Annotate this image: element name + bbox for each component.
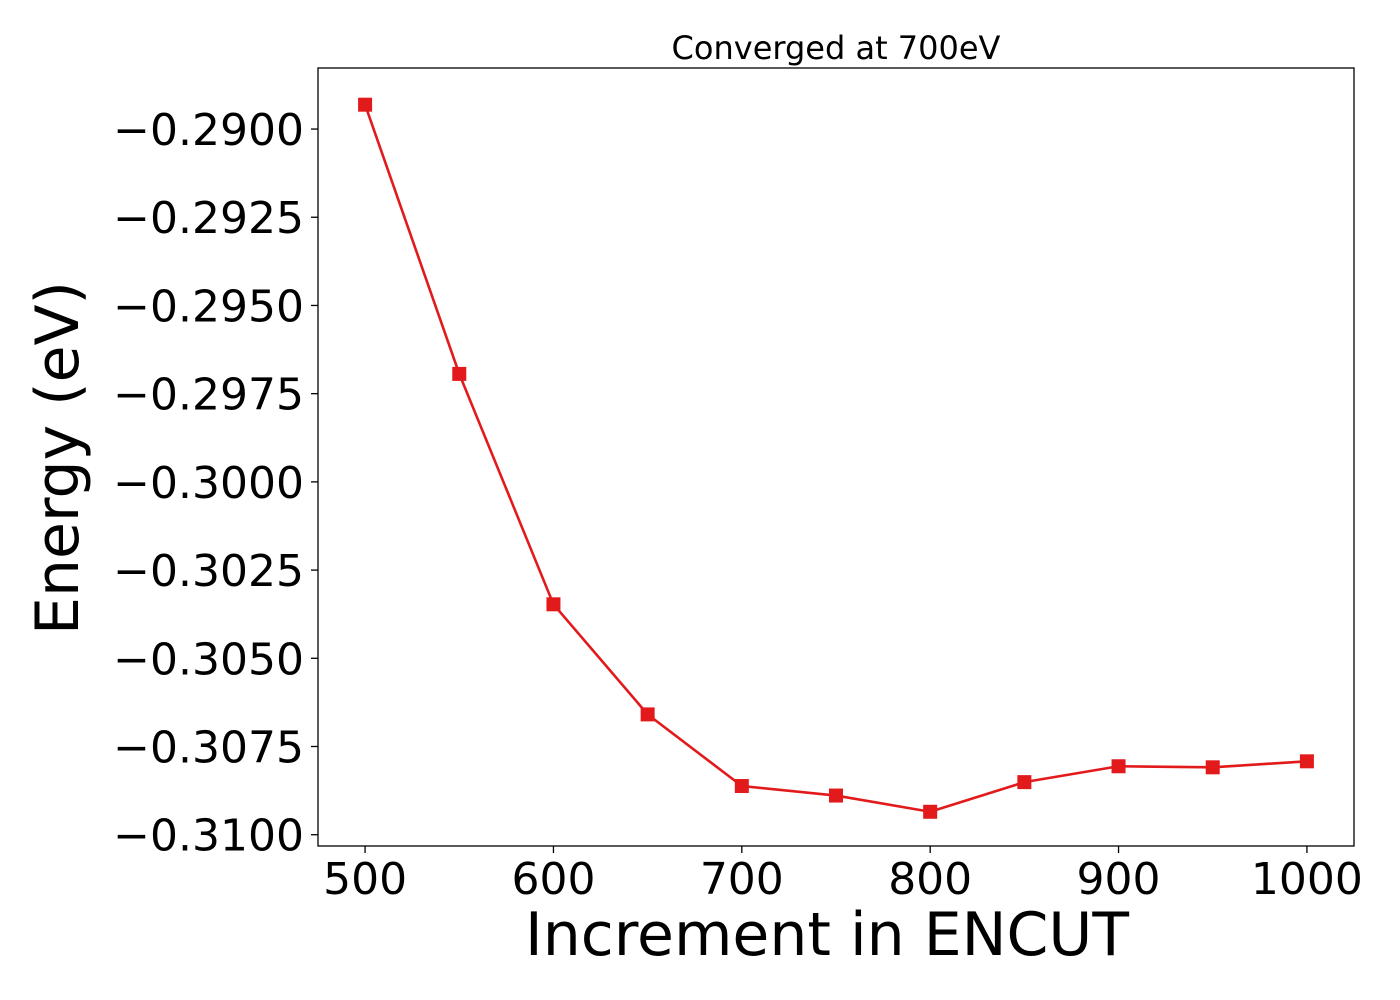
- data-point-marker: [1111, 759, 1126, 774]
- y-tick-label: −0.3050: [113, 634, 304, 685]
- y-tick-label: −0.2975: [113, 370, 304, 421]
- y-tick-label: −0.2900: [113, 105, 304, 156]
- x-tick-label: 700: [700, 854, 784, 905]
- x-tick-label: 600: [511, 854, 595, 905]
- data-point-marker: [1299, 754, 1314, 769]
- x-axis-title: Increment in ENCUT: [525, 900, 1129, 970]
- data-point-marker: [923, 804, 938, 819]
- x-tick-label: 900: [1077, 854, 1161, 905]
- y-tick-label: −0.2925: [113, 193, 304, 244]
- data-point-marker: [1205, 760, 1220, 775]
- data-point-marker: [358, 97, 373, 112]
- plot-frame: [317, 67, 1355, 847]
- y-axis-title: Energy (eV): [23, 281, 93, 635]
- x-tick-label: 800: [888, 854, 972, 905]
- series-layer: [358, 97, 1314, 819]
- x-tick-label: 500: [323, 854, 407, 905]
- y-axis: −0.2900 −0.2925 −0.2950 −0.2975 −0.3000 −0.30…: [113, 105, 318, 862]
- data-point-marker: [452, 366, 467, 381]
- data-point-marker: [546, 597, 561, 612]
- y-tick-label: −0.3025: [113, 546, 304, 597]
- y-tick-label: −0.3000: [113, 458, 304, 509]
- data-point-marker: [734, 779, 749, 794]
- data-point-marker: [829, 788, 843, 803]
- y-tick-label: −0.3075: [113, 723, 304, 774]
- data-point-marker: [1017, 775, 1032, 790]
- y-tick-label: −0.2950: [113, 281, 304, 332]
- x-axis: 500 600 700 800 900 1000: [323, 846, 1363, 905]
- y-tick-label: −0.3100: [113, 811, 304, 862]
- chart-title: Converged at 700eV: [672, 29, 1001, 67]
- data-point-marker: [640, 707, 655, 722]
- x-tick-label: 1000: [1251, 854, 1363, 905]
